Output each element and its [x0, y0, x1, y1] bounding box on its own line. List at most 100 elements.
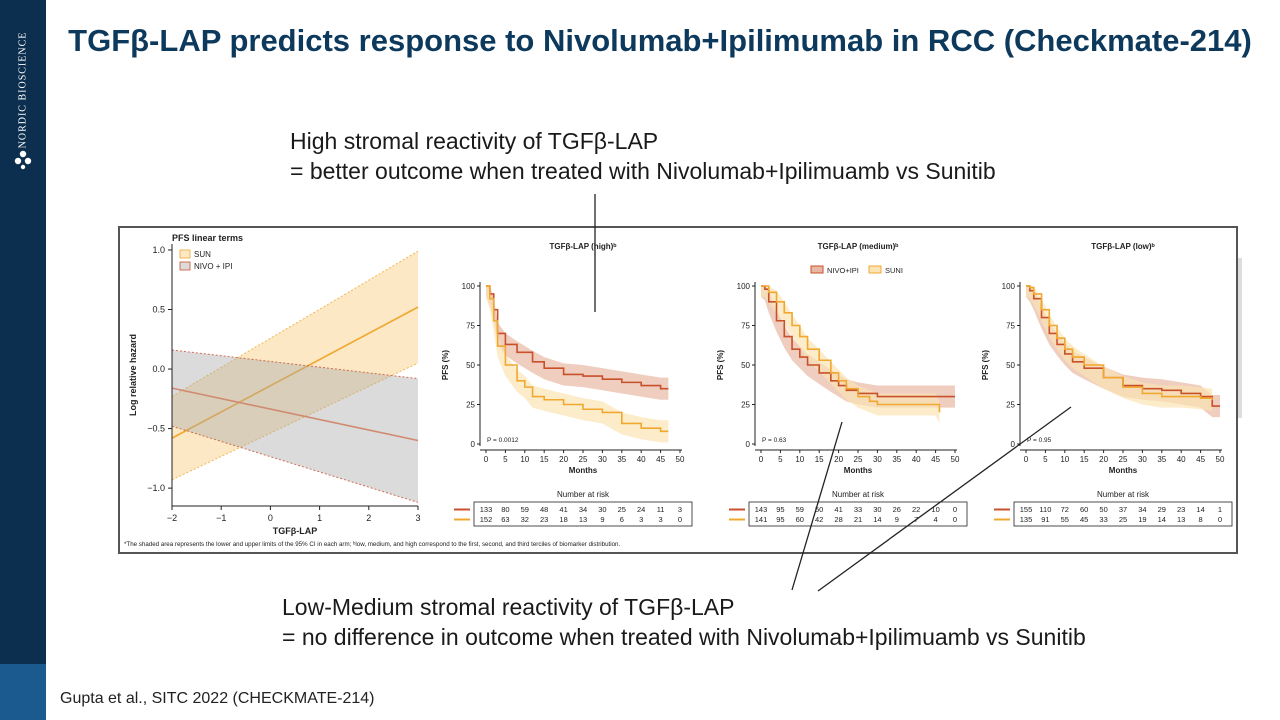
- legend-label-sun: SUN: [194, 250, 211, 259]
- km-x-tick-label: 0: [1024, 455, 1029, 464]
- risk-table-box: [748, 501, 968, 527]
- risk-cell: 13: [1177, 515, 1185, 524]
- risk-cell: 9: [600, 515, 604, 524]
- risk-cell: 6: [620, 515, 624, 524]
- km-x-tick-label: 45: [931, 455, 940, 464]
- km-y-label: PFS (%): [441, 350, 450, 381]
- risk-cell: 14: [1158, 515, 1166, 524]
- risk-cell: 13: [579, 515, 587, 524]
- risk-cell: 0: [1218, 515, 1222, 524]
- km-x-tick-label: 5: [778, 455, 783, 464]
- km-y-tick-label: 50: [466, 361, 475, 370]
- ci-band-1: [172, 349, 418, 503]
- km-x-tick-label: 25: [854, 455, 863, 464]
- legend-swatch-sun: [179, 249, 191, 259]
- risk-cell: 22: [912, 505, 920, 514]
- linear-y-tick-label: 0.5: [152, 305, 165, 315]
- risk-cell: 9: [895, 515, 899, 524]
- risk-cell: 34: [1138, 505, 1146, 514]
- risk-cell: 42: [815, 515, 823, 524]
- risk-cell: 95: [776, 505, 784, 514]
- km-x-tick-label: 45: [1196, 455, 1205, 464]
- risk-cell: 26: [893, 505, 901, 514]
- linear-x-tick-label: 1: [317, 513, 322, 523]
- linear-y-label: Log relative hazard: [128, 334, 138, 416]
- risk-cell: 30: [873, 505, 881, 514]
- km-ci-band-1: [1026, 286, 1213, 411]
- linear-title: PFS linear terms: [172, 233, 243, 243]
- km-x-tick-label: 35: [617, 455, 626, 464]
- km-p-value: P = 0.0012: [487, 437, 519, 444]
- hazard-line-0: [171, 306, 419, 439]
- linear-x-tick-label: −1: [216, 513, 226, 523]
- km-legend-swatch-nivo: [810, 265, 824, 274]
- km-y-tick-label: 100: [462, 282, 476, 291]
- risk-cell: 33: [854, 505, 862, 514]
- linear-y-tick-label: 1.0: [152, 245, 165, 255]
- km-y-label: PFS (%): [716, 350, 725, 381]
- citation: Gupta et al., SITC 2022 (CHECKMATE-214): [60, 690, 375, 707]
- km-x-tick-label: 40: [637, 455, 646, 464]
- risk-cell: 1: [1218, 505, 1222, 514]
- linear-y-tick-label: −0.5: [147, 424, 165, 434]
- risk-cell: 60: [796, 515, 804, 524]
- risk-cell: 25: [618, 505, 626, 514]
- km-legend-label-sun: SUNI: [885, 266, 903, 275]
- brand-sidebar: NORDIC BIOSCIENCE: [0, 0, 46, 720]
- risk-table-title: Number at risk: [832, 490, 885, 499]
- risk-cell: 0: [953, 515, 957, 524]
- km-x-tick-label: 10: [1060, 455, 1069, 464]
- km-x-tick-label: 15: [815, 455, 824, 464]
- km-x-label: Months: [844, 466, 873, 475]
- risk-cell: 11: [657, 505, 665, 514]
- km-x-tick-label: 35: [1157, 455, 1166, 464]
- risk-table-title: Number at risk: [557, 490, 610, 499]
- km-y-tick-label: 100: [1002, 282, 1016, 291]
- risk-cell: 8: [1199, 515, 1203, 524]
- risk-cell: 37: [1119, 505, 1127, 514]
- risk-cell: 80: [501, 505, 509, 514]
- km-y-tick-label: 100: [737, 282, 751, 291]
- linear-x-tick-label: 0: [268, 513, 273, 523]
- risk-cell: 141: [755, 515, 768, 524]
- low-note-line1: Low-Medium stromal reactivity of TGFβ-LA…: [282, 594, 735, 620]
- nordic-logo-icon: [14, 150, 32, 170]
- km-x-label: Months: [569, 466, 598, 475]
- risk-cell: 50: [815, 505, 823, 514]
- km-y-tick-label: 50: [741, 361, 750, 370]
- linear-x-tick-label: 3: [415, 513, 420, 523]
- high-note-line2: = better outcome when treated with Nivol…: [290, 158, 996, 184]
- linear-x-label: TGFβ-LAP: [273, 526, 318, 536]
- ci-band-0: [172, 251, 418, 480]
- ci-lower-0: [171, 362, 419, 481]
- km-p-value: P = 0.63: [762, 437, 787, 444]
- km-x-tick-label: 5: [1043, 455, 1048, 464]
- km-x-tick-label: 15: [1080, 455, 1089, 464]
- risk-cell: 21: [854, 515, 862, 524]
- pointer-line-medium: [791, 421, 843, 591]
- risk-table-box: [1013, 501, 1233, 527]
- km-y-tick-label: 0: [1011, 440, 1016, 449]
- risk-cell: 48: [540, 505, 548, 514]
- risk-cell: 45: [1080, 515, 1088, 524]
- risk-cell: 4: [934, 515, 938, 524]
- km-x-tick-label: 40: [1177, 455, 1186, 464]
- risk-cell: 28: [834, 515, 842, 524]
- risk-cell: 95: [776, 515, 784, 524]
- km-y-tick-label: 25: [1006, 401, 1015, 410]
- risk-cell: 30: [598, 505, 606, 514]
- km-y-tick-label: 0: [471, 440, 476, 449]
- risk-cell: 3: [639, 515, 643, 524]
- km-x-tick-label: 5: [503, 455, 508, 464]
- risk-cell: 10: [931, 505, 939, 514]
- km-curve-0: [486, 285, 669, 390]
- km-ci-band-0: [1026, 286, 1220, 418]
- km-title: TGFβ-LAP (low)ᵇ: [1091, 242, 1154, 251]
- risk-cell: 32: [521, 515, 529, 524]
- risk-cell: 59: [796, 505, 804, 514]
- linear-y-tick-label: 0.0: [152, 364, 165, 374]
- risk-table-box: [473, 501, 693, 527]
- km-curve-1: [761, 285, 941, 413]
